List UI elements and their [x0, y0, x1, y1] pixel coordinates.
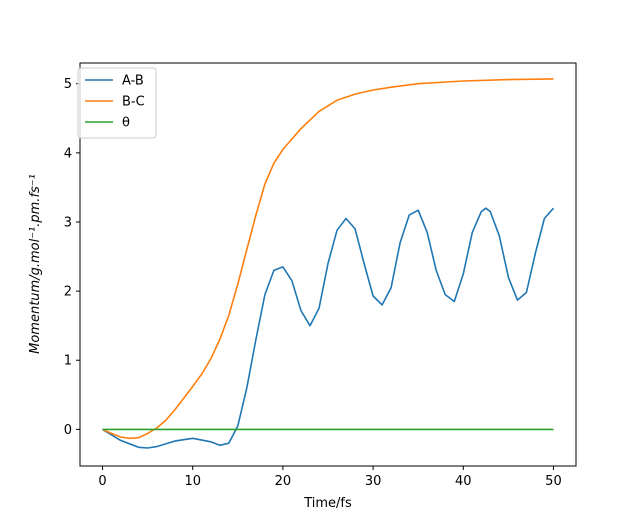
x-tick-label: 30 [365, 474, 382, 489]
legend-label-1: B-C [122, 95, 145, 110]
y-tick-label: 1 [64, 354, 72, 369]
y-tick-label: 0 [64, 423, 72, 438]
y-axis-label: Momentum/g.mol⁻¹.pm.fs⁻¹ [28, 174, 43, 354]
plot-frame [79, 62, 577, 467]
x-axis-ticks: 0 10 20 30 40 50 [98, 466, 562, 489]
x-tick-label: 50 [545, 474, 562, 489]
y-tick-label: 2 [64, 285, 72, 300]
y-axis-ticks: 0 1 2 3 4 5 [64, 77, 80, 438]
legend-label-0: A-B [122, 74, 144, 89]
series-line-0 [102, 207, 555, 449]
x-axis-label: Time/fs [303, 496, 352, 511]
y-tick-label: 5 [64, 77, 72, 92]
legend-label-2: θ [122, 116, 130, 131]
x-tick-label: 40 [455, 474, 472, 489]
series-line-1 [102, 78, 554, 440]
x-tick-label: 20 [275, 474, 292, 489]
legend: A-B B-C θ [77, 67, 157, 139]
plot-lines [102, 78, 555, 449]
x-tick-label: 0 [98, 474, 106, 489]
y-tick-label: 4 [64, 146, 72, 161]
legend-box [77, 67, 157, 139]
y-tick-label: 3 [64, 215, 72, 230]
x-tick-label: 10 [184, 474, 201, 489]
